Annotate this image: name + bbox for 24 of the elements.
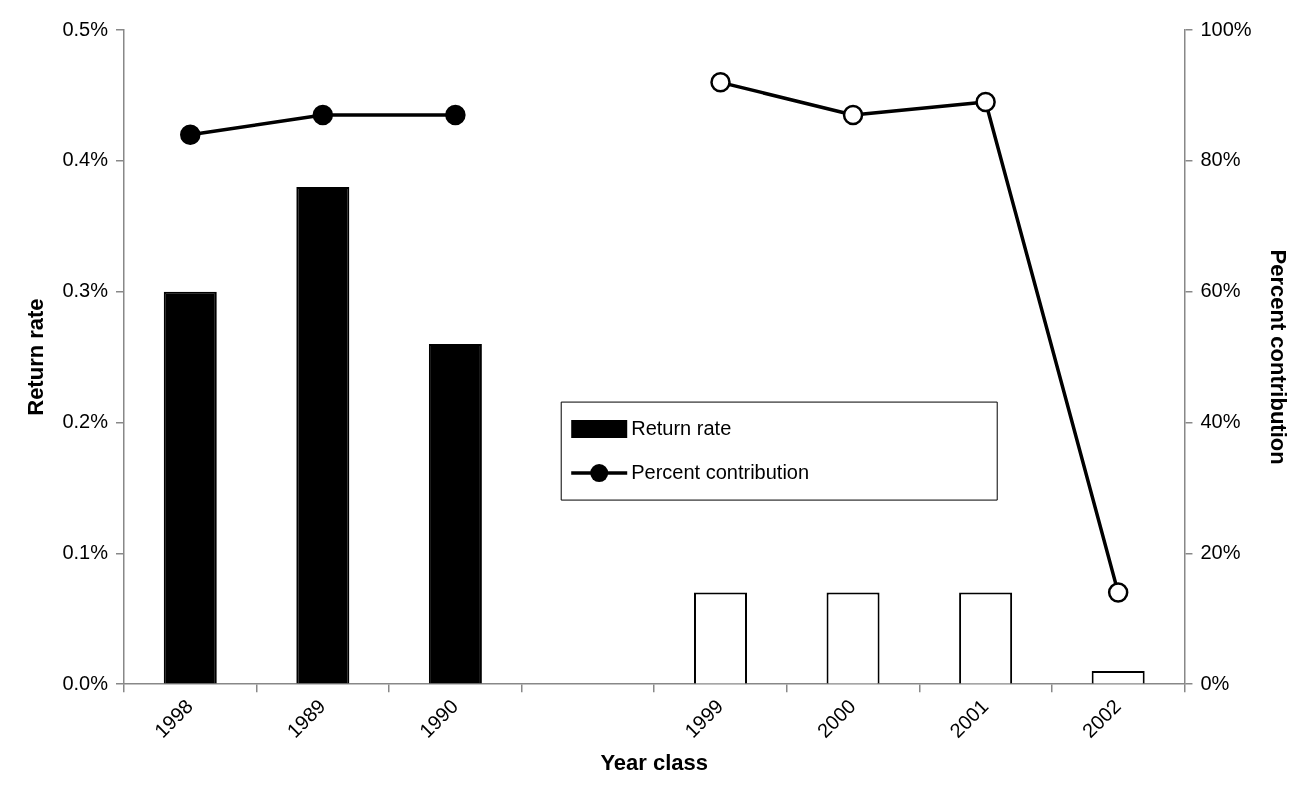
point [312, 104, 334, 126]
y2-tick-label: 80% [1200, 148, 1241, 171]
y-tick-label: 0.1% [62, 540, 109, 563]
point [1107, 582, 1129, 603]
point [975, 91, 996, 113]
x-axis-title: Year class [600, 749, 709, 775]
y2-tick-label: 100% [1200, 17, 1252, 40]
y-axis-title: Return rate [23, 298, 49, 416]
y-tick-label: 0.0% [62, 671, 109, 694]
point [445, 104, 466, 126]
point [842, 104, 864, 126]
y2-tick-label: 0% [1200, 671, 1230, 694]
y-tick-label: 0.3% [62, 279, 109, 302]
y-tick-label: 0.2% [62, 410, 109, 433]
point [180, 124, 201, 145]
y-tick-label: 0.4% [62, 148, 109, 171]
y2-axis-title: Percent contribution [1265, 249, 1291, 465]
y2-tick-label: 40% [1200, 410, 1241, 433]
y-tick-label: 0.5% [62, 17, 109, 40]
legend-label: Return rate [631, 416, 732, 439]
y2-tick-label: 20% [1200, 540, 1241, 563]
legend-label: Percent contribution [631, 460, 810, 483]
y2-tick-label: 60% [1200, 279, 1241, 302]
point [710, 72, 731, 93]
